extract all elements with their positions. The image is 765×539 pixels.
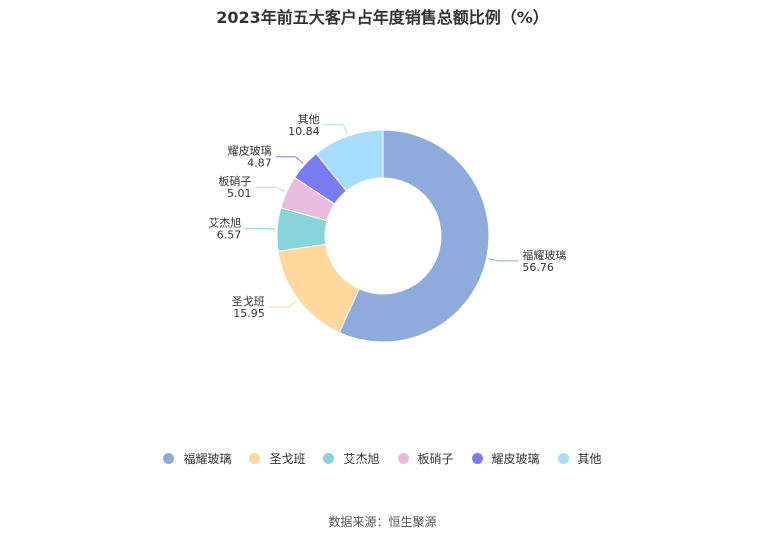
chart-legend: 福耀玻璃 圣戈班 艾杰旭 板硝子 耀皮玻璃 其他 — [0, 450, 765, 467]
slice-label-fuyao: 福耀玻璃 — [522, 248, 566, 262]
legend-marker — [557, 453, 569, 464]
legend-marker — [471, 453, 483, 464]
slice-value-other: 10.84 — [288, 125, 320, 138]
legend-label: 板硝子 — [417, 452, 454, 466]
legend-label: 福耀玻璃 — [183, 452, 232, 466]
legend-item-yaopi[interactable]: 耀皮玻璃 — [471, 450, 540, 467]
slice-value-agc: 6.57 — [217, 229, 242, 242]
slice-fuyao[interactable] — [338, 129, 490, 343]
data-source: 数据来源：恒生聚源 — [328, 515, 437, 529]
legend-marker — [163, 453, 175, 464]
legend-label: 艾杰旭 — [343, 452, 380, 466]
leader-line-fuyao — [488, 258, 519, 262]
legend-item-saint-gobain[interactable]: 圣戈班 — [249, 450, 305, 467]
slice-value-fuyao: 56.76 — [522, 261, 554, 274]
leader-line-yaopi — [275, 156, 304, 164]
chart-title: 2023年前五大客户占年度销售总额比例（%） — [216, 8, 549, 27]
slice-label-yaopi: 耀皮玻璃 — [228, 144, 272, 158]
slice-value-nsg: 5.01 — [227, 187, 252, 200]
leader-line-nsg — [255, 186, 285, 192]
legend-item-nsg[interactable]: 板硝子 — [397, 450, 454, 467]
slice-label-saint-gobain: 圣戈班 — [232, 295, 265, 308]
slice-label-agc: 艾杰旭 — [208, 216, 241, 230]
slice-other[interactable] — [315, 129, 384, 192]
slice-value-saint-gobain: 15.95 — [233, 307, 265, 320]
legend-marker — [397, 453, 409, 464]
legend-label: 耀皮玻璃 — [491, 452, 540, 466]
slice-value-yaopi: 4.87 — [247, 157, 272, 170]
legend-item-other[interactable]: 其他 — [557, 450, 602, 467]
slice-label-nsg: 板硝子 — [219, 174, 252, 188]
leader-line-agc — [245, 228, 276, 230]
legend-label: 圣戈班 — [269, 452, 306, 466]
leader-line-other — [323, 124, 348, 135]
legend-marker — [323, 453, 335, 464]
legend-item-agc[interactable]: 艾杰旭 — [323, 450, 380, 467]
legend-item-fuyao[interactable]: 福耀玻璃 — [163, 450, 231, 467]
leader-line-saint-gobain — [268, 300, 297, 308]
legend-label: 其他 — [577, 452, 602, 466]
slice-label-other: 其他 — [298, 113, 320, 126]
legend-marker — [249, 453, 261, 464]
